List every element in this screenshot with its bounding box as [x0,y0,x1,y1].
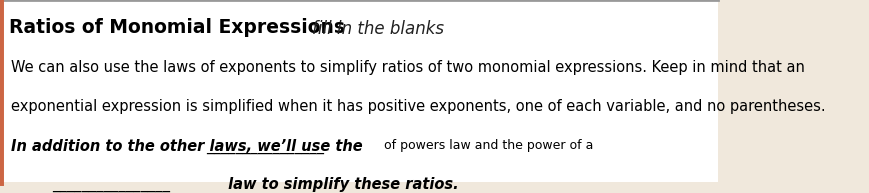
Text: fill in the blanks: fill in the blanks [312,20,444,38]
Text: ________________: ________________ [51,177,169,192]
FancyBboxPatch shape [0,0,718,182]
Text: In addition to the other laws, we’ll use the: In addition to the other laws, we’ll use… [10,139,368,154]
Text: ________________: ________________ [206,139,324,154]
Text: Ratios of Monomial Expressions: Ratios of Monomial Expressions [9,18,351,37]
Text: of powers law and the power of a: of powers law and the power of a [381,139,594,152]
Text: exponential expression is simplified when it has positive exponents, one of each: exponential expression is simplified whe… [10,99,826,113]
Text: law to simplify these ratios.: law to simplify these ratios. [222,177,458,192]
Text: We can also use the laws of exponents to simplify ratios of two monomial express: We can also use the laws of exponents to… [10,60,805,75]
